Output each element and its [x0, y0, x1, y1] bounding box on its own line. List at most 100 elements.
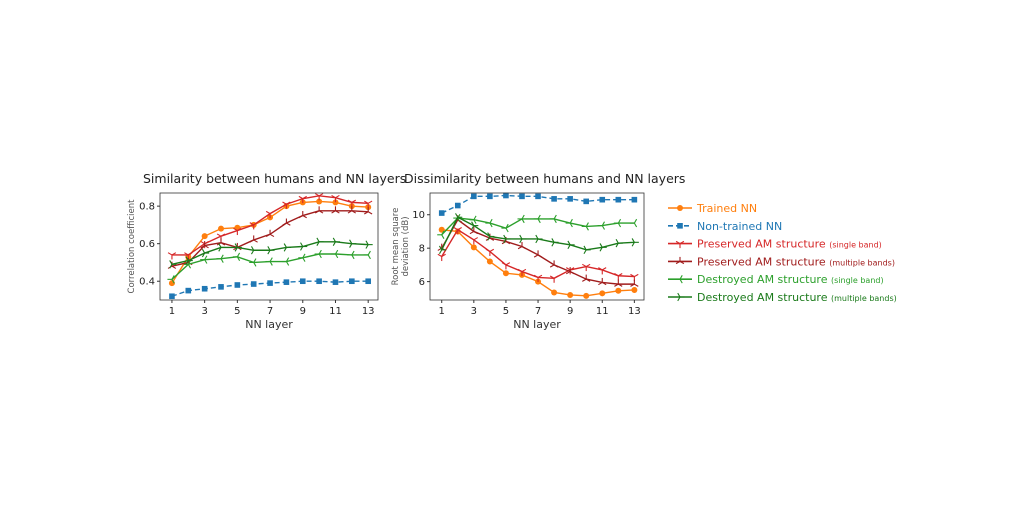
data-point — [599, 243, 607, 252]
data-point — [469, 237, 478, 245]
data-point — [232, 252, 241, 261]
series-3 — [437, 215, 639, 287]
data-point — [599, 196, 606, 203]
data-point — [267, 280, 273, 286]
data-point — [615, 287, 622, 294]
x-tick-label: 7 — [267, 306, 273, 317]
data-point — [349, 239, 357, 248]
data-point — [583, 292, 590, 299]
data-point — [364, 207, 373, 215]
data-point — [200, 241, 209, 249]
y-axis-label: Correlation coefficient — [127, 199, 137, 294]
x-tick-label: 3 — [471, 306, 477, 317]
data-point — [471, 221, 479, 230]
data-point — [533, 274, 543, 282]
data-point — [517, 242, 527, 250]
plot-frame — [159, 192, 379, 301]
series-line — [171, 253, 369, 280]
series-4 — [437, 213, 638, 239]
data-point — [201, 233, 208, 240]
data-point — [298, 195, 307, 204]
data-point — [331, 206, 340, 214]
series-0 — [438, 226, 638, 299]
data-point — [364, 200, 373, 208]
data-point — [250, 281, 257, 287]
data-point — [631, 238, 639, 247]
data-point — [487, 193, 493, 200]
data-point — [349, 278, 355, 285]
data-point — [485, 248, 495, 257]
data-point — [249, 235, 258, 243]
data-point — [470, 244, 477, 251]
data-point — [316, 278, 322, 285]
data-point — [487, 232, 495, 241]
data-point — [298, 253, 306, 262]
data-point — [201, 285, 208, 292]
data-point — [169, 293, 175, 300]
data-point — [533, 214, 541, 224]
data-point — [598, 277, 607, 286]
data-point — [549, 275, 559, 283]
data-point — [250, 246, 259, 255]
data-point — [316, 198, 323, 205]
x-tick-label: 1 — [169, 306, 175, 317]
data-point — [517, 214, 525, 224]
data-point — [614, 279, 623, 287]
data-point — [582, 263, 591, 272]
legend-item: Destroyed AM structure (single band) — [668, 273, 884, 286]
data-point — [167, 252, 177, 260]
x-tick-label: 9 — [300, 306, 306, 317]
x-tick-label: 1 — [439, 306, 445, 317]
legend-label: Trained NN — [696, 202, 757, 215]
data-point — [265, 229, 275, 238]
data-point — [201, 248, 210, 258]
data-point — [535, 234, 543, 244]
data-point — [347, 206, 357, 214]
data-point — [453, 227, 462, 235]
data-point — [300, 242, 308, 251]
data-point — [598, 267, 607, 275]
data-point — [316, 237, 324, 246]
data-point — [519, 193, 525, 200]
data-point — [454, 202, 461, 209]
data-point — [265, 257, 273, 266]
data-point — [282, 201, 291, 209]
data-point — [614, 273, 623, 281]
data-point — [438, 210, 445, 216]
y-tick-label: 8 — [419, 244, 425, 255]
x-tick-label: 7 — [535, 306, 541, 317]
x-tick-label: 9 — [567, 306, 573, 317]
data-point — [567, 240, 575, 250]
chart-2: Dissimilarity between humans and NN laye… — [391, 171, 685, 331]
legend-marker — [675, 256, 685, 265]
data-point — [185, 256, 193, 265]
data-point — [365, 278, 371, 285]
legend-label: Destroyed AM structure (multiple bands) — [697, 291, 897, 304]
data-point — [167, 275, 175, 284]
data-point — [267, 246, 275, 255]
legend-label: Preserved AM structure (single band) — [697, 238, 882, 251]
data-point — [501, 223, 509, 233]
data-point — [535, 193, 541, 200]
data-point — [503, 234, 511, 244]
data-point — [567, 291, 574, 298]
data-point — [551, 289, 558, 296]
data-point — [331, 194, 340, 203]
legend: Trained NN Non-trained NN Preserved AM s… — [668, 202, 897, 304]
data-point — [631, 196, 638, 203]
series-2 — [437, 227, 639, 283]
data-point — [265, 210, 275, 219]
data-point — [218, 243, 226, 252]
legend-item: Trained NN — [668, 202, 757, 215]
data-point — [630, 279, 639, 287]
data-point — [281, 257, 290, 266]
data-point — [551, 196, 557, 202]
chart-1: Similarity between humans and NN layers 1… — [127, 171, 406, 331]
data-point — [234, 243, 242, 252]
data-point — [314, 193, 324, 201]
x-tick-label: 13 — [628, 306, 641, 317]
data-point — [549, 214, 557, 224]
data-point — [365, 240, 373, 249]
series-line — [441, 217, 635, 236]
legend-marker — [677, 223, 683, 229]
